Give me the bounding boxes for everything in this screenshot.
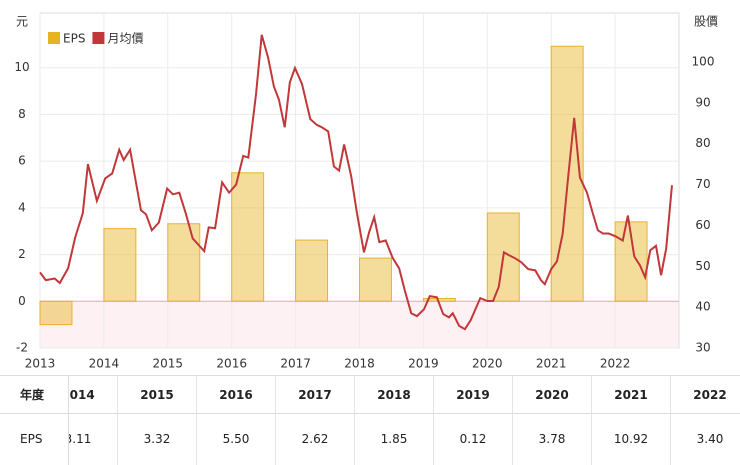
y-tick-label: 4 [18, 200, 26, 214]
table-cell: 2017 [276, 376, 355, 414]
legend-label: 月均價 [107, 32, 143, 46]
legend-swatch [92, 32, 105, 44]
y-tick-label: -2 [16, 341, 28, 355]
bar [103, 228, 137, 302]
legend-label: EPS [63, 32, 85, 46]
x-tick-label: 2014 [89, 357, 120, 371]
table-cell: 2021 [592, 376, 671, 414]
bar [359, 257, 392, 302]
y2-tick-label: 90 [695, 95, 710, 109]
y2-tick-label: 80 [695, 136, 710, 150]
x-tick-label: 2015 [153, 357, 184, 371]
y-tick-label: 8 [18, 107, 26, 121]
y-tick-label: 0 [18, 294, 26, 308]
table-cell: 2014 [68, 376, 118, 414]
y2-tick-label: 70 [695, 177, 710, 191]
table-cell: 3.40 [671, 414, 740, 465]
eps-table: 年度 EPS 2014201520162017201820192020202120… [0, 375, 740, 465]
bar [167, 223, 201, 302]
y2-tick-label: 100 [692, 54, 715, 68]
x-tick-label: 2019 [408, 357, 439, 371]
bar [39, 300, 73, 326]
table-cell: 3.11 [68, 414, 118, 465]
table-cell: 0.12 [434, 414, 513, 465]
y-tick-label: 2 [18, 247, 26, 261]
y2-tick-label: 30 [695, 341, 710, 355]
table-cell: 3.32 [118, 414, 197, 465]
x-tick-label: 2017 [280, 357, 311, 371]
x-tick-label: 2022 [600, 357, 631, 371]
table-cell: 2020 [513, 376, 592, 414]
y2-tick-label: 50 [695, 259, 710, 273]
y-tick-label: 10 [14, 60, 29, 74]
x-tick-label: 2013 [25, 357, 56, 371]
table-cell: 2.62 [276, 414, 355, 465]
x-tick-label: 2016 [216, 357, 247, 371]
y-tick-label: 6 [18, 154, 26, 168]
legend-swatch [48, 32, 60, 44]
table-cell: 1.85 [355, 414, 434, 465]
table-cell: 2016 [197, 376, 276, 414]
chart: 元 股價 -2 0 2 4 6 8 10 30 40 50 60 70 80 90 100 2013 2014 2… [14, 12, 718, 371]
bar [231, 172, 265, 302]
bar [295, 239, 329, 302]
table-fixed-column: 年度 EPS [0, 376, 69, 465]
y2-axis-label: 股價 [694, 15, 718, 29]
table-cell: 年度 [0, 376, 68, 414]
x-tick-label: 2018 [344, 357, 375, 371]
y2-tick-label: 60 [695, 218, 710, 232]
table-cell: 5.50 [197, 414, 276, 465]
table-cell: 2018 [355, 376, 434, 414]
table-cell: 2015 [118, 376, 197, 414]
table-cell: 2019 [434, 376, 513, 414]
price-line [39, 34, 673, 331]
x-tick-label: 2020 [472, 357, 503, 371]
x-tick-label: 2021 [536, 357, 567, 371]
table-cell: EPS [20, 432, 43, 446]
y2-tick-label: 40 [695, 300, 710, 314]
y-axis-label: 元 [16, 15, 28, 29]
table-cell: 3.78 [513, 414, 592, 465]
table-cell: 10.92 [592, 414, 671, 465]
table-cell: 2022 [671, 376, 740, 414]
